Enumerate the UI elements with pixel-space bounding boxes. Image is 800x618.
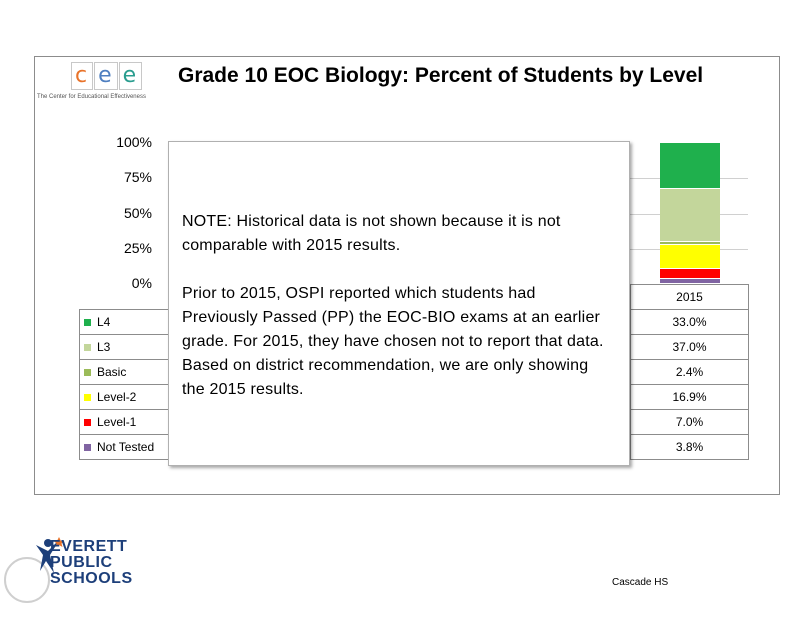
series-name: Level-2: [97, 390, 137, 404]
district-name: EVERETT PUBLIC SCHOOLS: [50, 539, 133, 587]
seal-icon: [4, 557, 50, 603]
y-tick-label: 75%: [123, 169, 152, 186]
chart-frame: [34, 56, 780, 495]
series-name: Level-1: [97, 415, 137, 429]
chart-title: Grade 10 EOC Biology: Percent of Student…: [178, 64, 704, 87]
legend-swatch: [84, 444, 91, 452]
data-label: 2.4%: [630, 359, 749, 385]
logo-letter-e1: e: [94, 62, 118, 90]
y-tick-label: 50%: [123, 204, 152, 221]
bar-segment-l3: [660, 189, 720, 241]
series-name: L4: [97, 315, 111, 329]
series-name: Basic: [97, 365, 127, 379]
bar-segment-level-2: [660, 244, 720, 268]
bar-segment-l4: [660, 142, 720, 189]
note-box: NOTE: Historical data is not shown becau…: [168, 141, 630, 466]
district-logo: EVERETT PUBLIC SCHOOLS: [4, 535, 174, 605]
data-label: 16.9%: [630, 384, 749, 410]
category-label: 2015: [630, 284, 749, 310]
data-label: 7.0%: [630, 409, 749, 435]
table-corner: [80, 285, 173, 310]
legend-swatch: [84, 394, 91, 402]
district-line-1: EVERETT: [50, 538, 128, 555]
data-label: 33.0%: [630, 309, 749, 335]
bar-segment-not-tested: [660, 278, 720, 283]
legend-swatch: [84, 319, 91, 327]
school-name: Cascade HS: [612, 577, 669, 588]
legend-entry: L3: [79, 334, 173, 360]
legend-swatch: [84, 344, 91, 352]
y-tick-label: 0%: [131, 275, 152, 291]
logo-letter-e2: e: [118, 62, 143, 90]
note-paragraph-1: NOTE: Historical data is not shown becau…: [182, 213, 561, 254]
data-label: 3.8%: [630, 434, 749, 460]
legend-entry: Basic: [79, 359, 173, 385]
legend-entry: Level-1: [79, 409, 173, 435]
note-paragraph-2: Prior to 2015, OSPI reported which stude…: [182, 285, 604, 398]
series-name: L3: [97, 340, 111, 354]
legend-entry: Not Tested: [79, 434, 173, 460]
legend-swatch: [84, 419, 91, 427]
legend-entry: L4: [79, 309, 173, 335]
y-tick-label: 25%: [123, 239, 152, 256]
cee-logo-subtitle: The Center for Educational Effectiveness: [37, 94, 146, 100]
district-line-2: PUBLIC: [50, 554, 113, 571]
y-tick-label: 100%: [116, 134, 152, 150]
data-label: 37.0%: [630, 334, 749, 360]
series-name: Not Tested: [97, 440, 155, 454]
legend-swatch: [84, 369, 91, 377]
bar-segment-basic: [660, 241, 720, 244]
logo-letter-c: c: [71, 62, 94, 90]
bar-segment-level-1: [660, 268, 720, 278]
legend-entry: Level-2: [79, 384, 173, 410]
district-line-3: SCHOOLS: [50, 570, 133, 587]
star-figure-icon: [36, 537, 64, 573]
